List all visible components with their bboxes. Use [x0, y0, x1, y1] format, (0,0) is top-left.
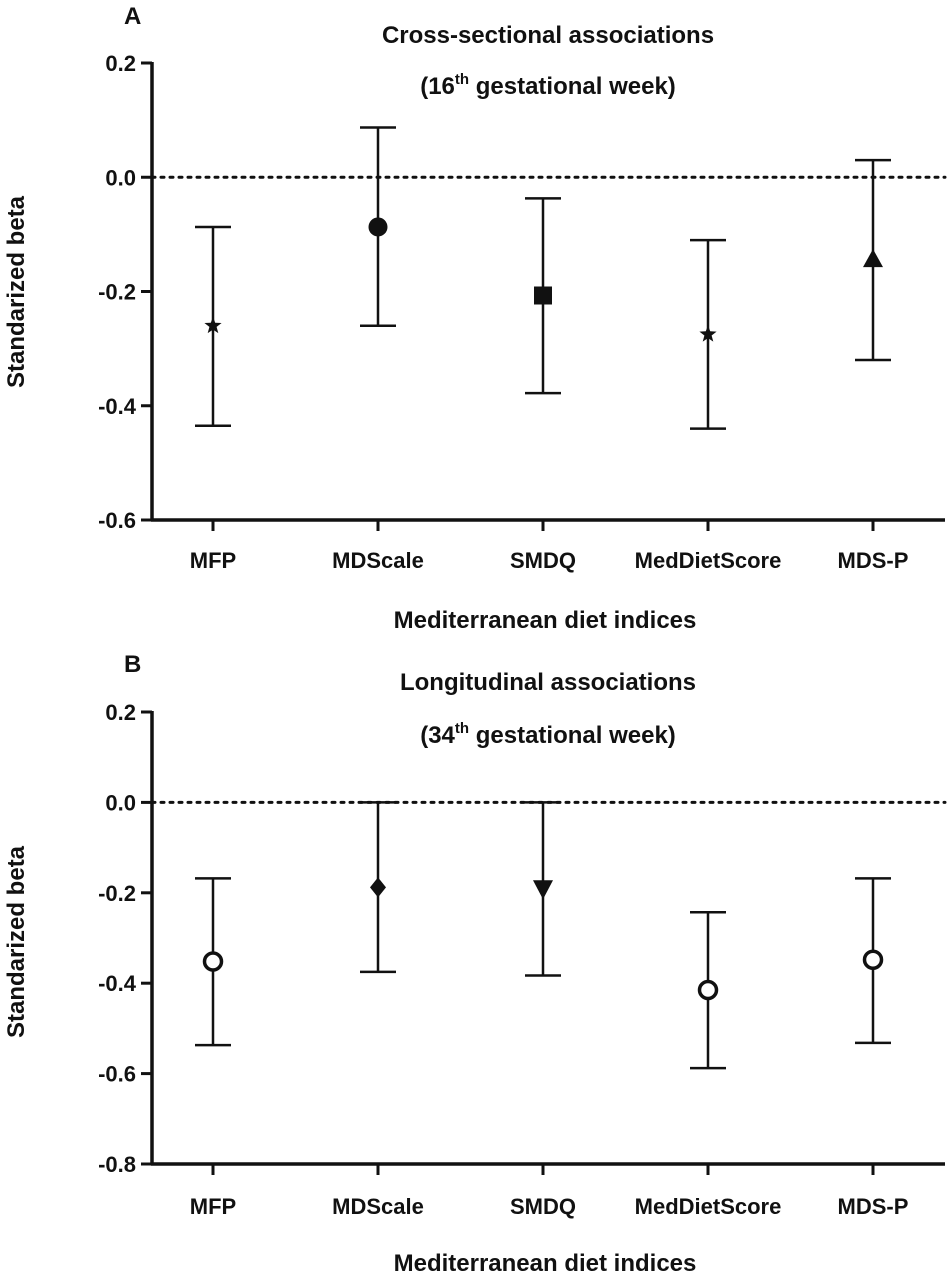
- panel-a: A Cross-sectional associations (16th ges…: [3, 3, 947, 634]
- panel-letter-b: B: [124, 651, 141, 678]
- panel-b-title-line2: (34th gestational week): [420, 720, 676, 749]
- panel-b-point-marker: [533, 880, 553, 900]
- panel-a-point-marker: [204, 316, 222, 334]
- panel-b-point-marker: [202, 951, 224, 972]
- panel-a-y-tick-label: 0.0: [105, 165, 136, 190]
- panel-a-title-prefix: (16: [420, 73, 455, 100]
- panel-b: B Longitudinal associations (34th gestat…: [3, 651, 947, 1277]
- panel-b-title-suffix: gestational week): [469, 722, 676, 749]
- panel-a-point-marker: [534, 286, 552, 305]
- panel-a-plot-area: 0.2 0.0 -0.2 -0.4 -0.6 MFP MDScale SMDQ MedDietS…: [98, 51, 947, 573]
- panel-b-y-tick-label: -0.4: [98, 971, 137, 996]
- panel-a-x-tick-label: SMDQ: [510, 548, 576, 573]
- panel-a-x-axis-label: Mediterranean diet indices: [394, 607, 697, 634]
- panel-a-point-marker: [863, 249, 883, 268]
- panel-b-plot-area: 0.2 0.0 -0.2 -0.4 -0.6 -0.8 MFP MDScale SMDQ MedD…: [98, 700, 947, 1219]
- panel-b-title-prefix: (34: [420, 722, 455, 749]
- panel-b-title-sup: th: [455, 720, 469, 737]
- panel-b-y-tick-label: -0.6: [98, 1062, 136, 1087]
- panel-letter-a: A: [124, 3, 141, 30]
- panel-b-x-tick-label: MDScale: [332, 1194, 424, 1219]
- panel-a-x-tick-label: MFP: [190, 548, 236, 573]
- panel-a-point-marker: [699, 325, 717, 342]
- panel-b-point-marker: [697, 979, 719, 1001]
- panel-a-x-tick-label: MDS-P: [838, 548, 909, 573]
- panel-b-x-tick-label: MedDietScore: [635, 1194, 782, 1219]
- panel-b-y-tick-label: -0.2: [98, 881, 136, 906]
- panel-b-y-tick-label: 0.0: [105, 790, 136, 815]
- panel-a-x-tick-label: MDScale: [332, 548, 424, 573]
- panel-a-y-tick-label: -0.4: [98, 394, 137, 419]
- panel-a-y-tick-label: -0.2: [98, 280, 136, 305]
- panel-a-y-tick-label: -0.6: [98, 508, 136, 533]
- panel-a-title-line1: Cross-sectional associations: [382, 22, 714, 49]
- panel-b-point-marker: [370, 877, 386, 898]
- panel-a-x-tick-label: MedDietScore: [635, 548, 782, 573]
- panel-b-title-line1: Longitudinal associations: [400, 669, 696, 696]
- panel-a-title-suffix: gestational week): [469, 73, 676, 100]
- panel-b-x-tick-label: MDS-P: [838, 1194, 909, 1219]
- panel-b-y-tick-label: -0.8: [98, 1152, 136, 1177]
- panel-a-title-line2: (16th gestational week): [420, 71, 676, 100]
- panel-a-point-marker: [368, 217, 388, 237]
- panel-b-point-marker: [862, 949, 884, 970]
- panel-b-x-tick-label: SMDQ: [510, 1194, 576, 1219]
- panel-a-title-sup: th: [455, 71, 469, 88]
- panel-b-x-axis-label: Mediterranean diet indices: [394, 1250, 697, 1277]
- panel-a-y-axis-label: Standarized beta: [3, 195, 30, 388]
- panel-a-y-tick-label: 0.2: [105, 51, 136, 76]
- panel-b-y-tick-label: 0.2: [105, 700, 136, 725]
- panel-b-x-tick-label: MFP: [190, 1194, 236, 1219]
- panel-b-y-axis-label: Standarized beta: [3, 845, 30, 1038]
